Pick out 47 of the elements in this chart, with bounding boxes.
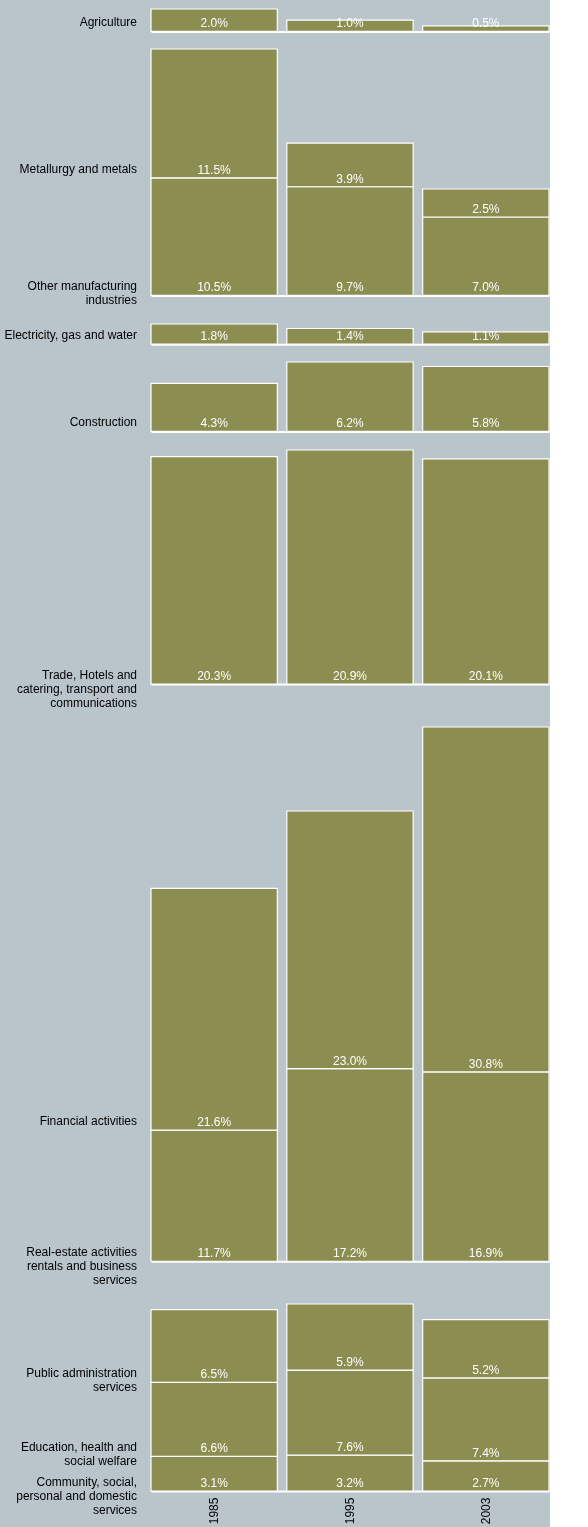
data-label: 6.5% [200,1367,229,1382]
series-label: Trade, Hotels and catering, transport and communications [16,668,137,711]
data-label: 20.1% [468,669,504,684]
x-tick-label: 1995 [343,1497,357,1525]
data-label: 21.6% [197,1115,232,1130]
data-label: 1.4% [336,329,364,344]
data-label: 6.6% [200,1441,229,1456]
series-label: Community, social, personal and domestic services [16,1475,137,1518]
data-label: 3.2% [336,1476,364,1491]
series-label: Public administration services [26,1366,137,1395]
data-label: 10.5% [197,280,232,295]
data-label: 7.4% [472,1445,500,1460]
series-label: Agriculture [79,15,138,30]
data-label: 9.7% [336,280,364,295]
x-tick-label: 2003 [478,1497,493,1525]
series-label: Real-estate activities rentals and business services [26,1245,137,1288]
data-label: 2.0% [200,16,229,31]
data-label: 30.8% [468,1056,504,1071]
data-label: 4.3% [200,416,229,431]
data-label: 1.0% [336,16,364,31]
data-label: 16.9% [468,1246,504,1261]
data-label: 23.0% [332,1053,368,1068]
series-label: Electricity, gas and water [4,328,137,343]
data-label: 1.8% [200,329,229,344]
series-label: Financial activities [39,1114,137,1129]
data-label: 1.1% [472,329,500,344]
data-label: 11.7% [197,1246,232,1261]
data-label: 2.5% [472,202,500,216]
data-label: 5.8% [472,416,500,431]
data-label: 2.7% [472,1476,500,1491]
data-label: 7.0% [472,280,500,295]
series-label: Education, health and social welfare [20,1440,138,1469]
series-label: Other manufacturing industries [27,279,137,308]
data-label: 17.2% [332,1246,368,1261]
data-label: 3.1% [200,1476,229,1491]
data-label: 5.2% [472,1362,500,1377]
data-label: 3.9% [336,171,364,186]
data-label: 6.2% [336,416,364,431]
data-label: 20.9% [332,669,368,684]
data-label: 11.5% [197,162,232,177]
x-tick-label: 1985 [207,1497,222,1525]
data-label: 0.5% [472,16,500,31]
data-label: 5.9% [336,1355,364,1370]
data-label: 20.3% [197,669,232,684]
data-label: 7.6% [336,1440,364,1455]
series-label: Construction [69,415,137,430]
series-label: Metallurgy and metals [19,161,137,176]
